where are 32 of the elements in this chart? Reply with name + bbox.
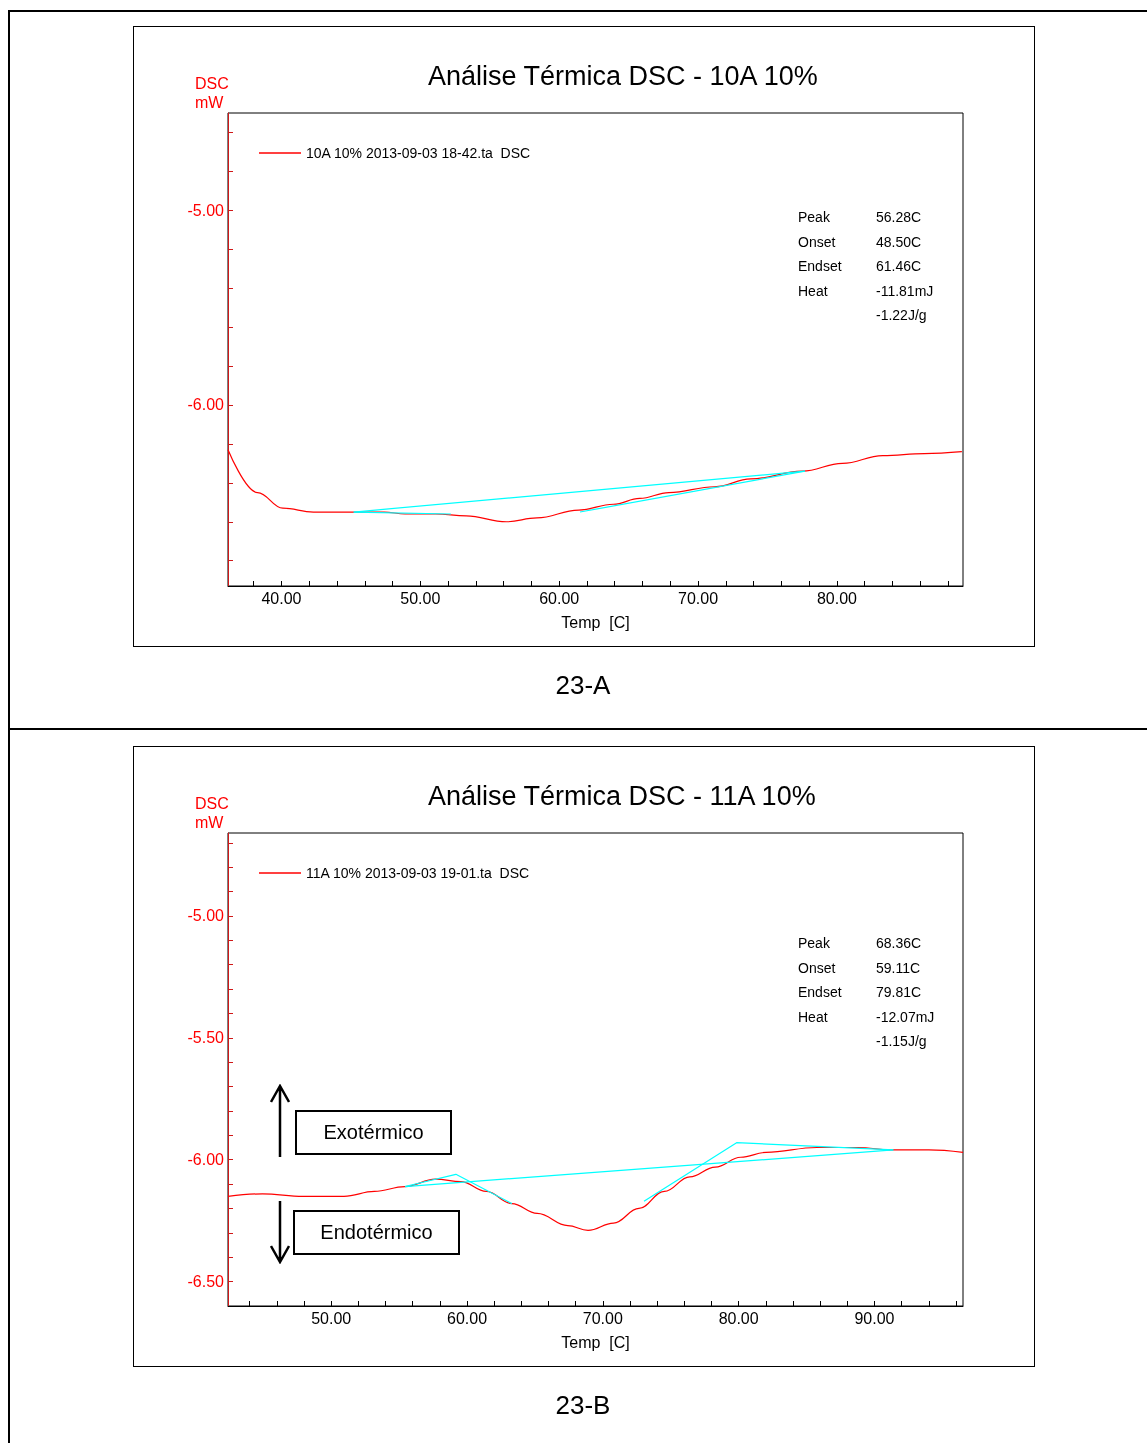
x-tick-label: 70.00 [582, 1309, 623, 1327]
y-axis-title: DSC mW [195, 75, 229, 111]
x-tick-label: 80.00 [816, 589, 858, 607]
annotation: 68.36C 59.11C 79.81C -12.07mJ -1.15J/g [876, 935, 935, 1050]
x-tick-label: 50.00 [311, 1309, 352, 1327]
chart-title: Análise Térmica DSC - 11A 10% [428, 780, 816, 811]
label-box: Exotérmico [295, 1110, 452, 1155]
x-tick-label: 60.00 [447, 1309, 488, 1327]
text: 23-A [554, 670, 612, 701]
y-tick-label: -5.00 [187, 201, 225, 219]
legend-label: 11A 10% 2013-09-03 19-01.ta DSC [306, 865, 530, 881]
x-tick-label: 70.00 [678, 589, 719, 607]
annotation: Peak Onset Endset Heat [798, 209, 842, 299]
y-tick-label: -6.50 [187, 1273, 225, 1291]
x-axis-title: Temp [C] [561, 1333, 630, 1351]
y-tick-label: -6.00 [187, 396, 225, 414]
text: 23-B [554, 1390, 612, 1421]
x-tick-label: 50.00 [400, 589, 441, 607]
y-tick-label: -6.00 [187, 1151, 225, 1169]
x-tick-label: 80.00 [718, 1309, 759, 1327]
annotation: 56.28C 48.50C 61.46C -11.81mJ -1.22J/g [876, 209, 934, 324]
chart-title: Análise Térmica DSC - 10A 10% [428, 60, 818, 91]
x-tick-label: 60.00 [539, 589, 580, 607]
y-axis-title: DSC mW [195, 795, 229, 831]
x-axis-title: Temp [C] [561, 613, 630, 631]
annotation: Peak Onset Endset Heat [798, 935, 842, 1025]
label-box: Endotérmico [293, 1210, 460, 1255]
y-tick-label: -5.50 [187, 1029, 225, 1047]
legend-label: 10A 10% 2013-09-03 18-42.ta DSC [306, 145, 531, 161]
y-tick-label: -5.00 [187, 907, 225, 925]
x-tick-label: 40.00 [261, 589, 302, 607]
x-tick-label: 90.00 [854, 1309, 895, 1327]
